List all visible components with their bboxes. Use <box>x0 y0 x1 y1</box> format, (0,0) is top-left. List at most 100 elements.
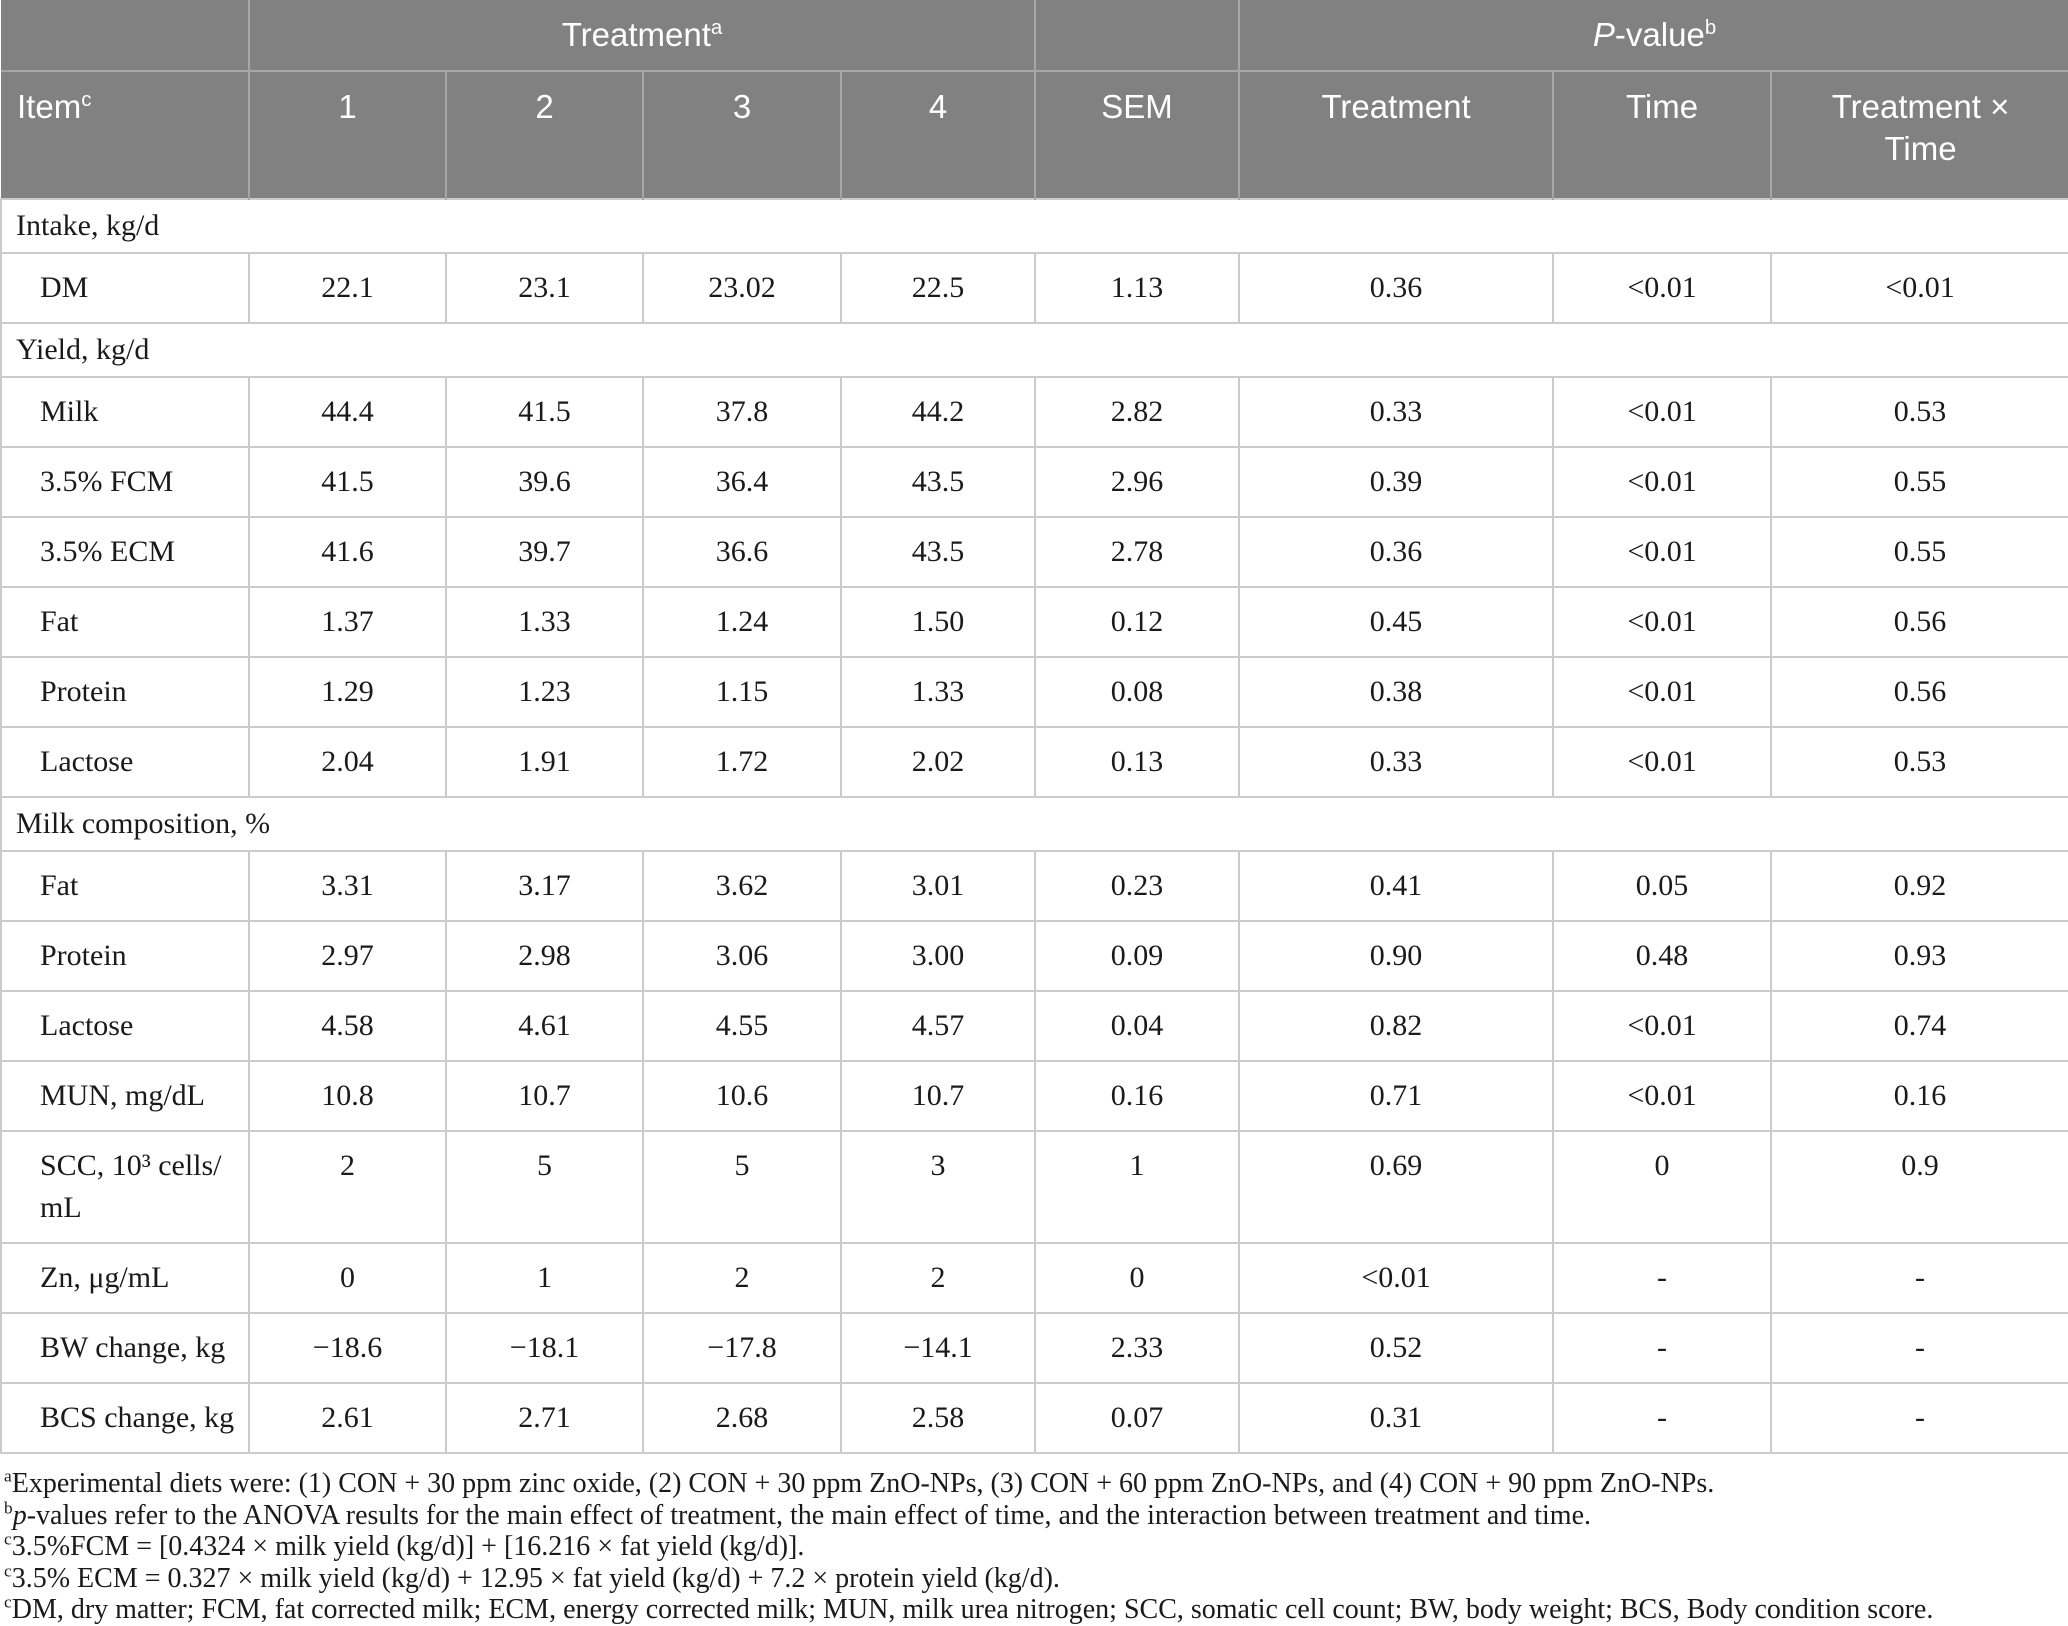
data-cell: 0.36 <box>1238 516 1555 588</box>
data-cell: 0.55 <box>1770 516 2068 588</box>
data-cell: 41.5 <box>248 446 447 518</box>
data-cell: 3.17 <box>445 850 644 922</box>
data-row: MUN, mg/dL 10.8 10.7 10.6 10.7 0.16 0.71 <0.01 0… <box>0 1060 2068 1132</box>
footnotes: aExperimental diets were: (1) CON + 30 p… <box>4 1467 2068 1626</box>
row-label: Milk <box>0 376 250 448</box>
data-cell: <0.01 <box>1552 656 1773 728</box>
row-label: Fat <box>0 586 250 658</box>
data-cell: <0.01 <box>1552 990 1773 1062</box>
data-cell: 0.33 <box>1238 726 1555 798</box>
data-cell: 0.05 <box>1552 850 1773 922</box>
data-cell: 1.33 <box>445 586 644 658</box>
data-row: Protein 1.29 1.23 1.15 1.33 0.08 0.38 <0.01 0.56 <box>0 656 2068 728</box>
data-cell: 0.56 <box>1770 586 2068 658</box>
item-sup: c <box>81 88 92 111</box>
data-cell: - <box>1770 1242 2068 1314</box>
data-cell: 0.52 <box>1238 1312 1555 1384</box>
data-cell: 43.5 <box>839 446 1037 518</box>
data-cell: <0.01 <box>1552 726 1773 798</box>
column-header-treatment-1: 1 <box>248 70 447 199</box>
data-cell: 0.39 <box>1238 446 1555 518</box>
data-cell: 2.97 <box>248 920 447 992</box>
data-cell: 1.23 <box>445 656 644 728</box>
data-cell: 2.98 <box>445 920 644 992</box>
data-cell: 2.71 <box>445 1382 644 1454</box>
data-row: 3.5% FCM 41.5 39.6 36.4 43.5 2.96 0.39 <0.01 0.5… <box>0 446 2068 518</box>
results-table: Treatmenta P-valueb Itemc 1 2 3 4 SEM Tr… <box>0 0 2068 1454</box>
data-cell: 44.4 <box>248 376 447 448</box>
data-cell: <0.01 <box>1552 516 1773 588</box>
data-cell: 41.5 <box>445 376 644 448</box>
data-cell: 1.37 <box>248 586 447 658</box>
data-cell: 0.82 <box>1238 990 1555 1062</box>
table-body: Intake, kg/d DM 22.1 23.1 23.02 22.5 1.13 0.36 <… <box>0 198 2068 1454</box>
row-label: Zn, μg/mL <box>0 1242 250 1314</box>
data-cell: 0.53 <box>1770 726 2068 798</box>
data-cell: - <box>1770 1382 2068 1454</box>
data-cell: 0 <box>1034 1242 1241 1314</box>
pvalue-group-label: -value <box>1614 16 1705 53</box>
column-header-treatment-2: 2 <box>445 70 644 199</box>
data-cell: 39.6 <box>445 446 644 518</box>
section-row: Milk composition, % <box>0 796 2068 852</box>
group-header-blank-sem <box>1034 0 1241 72</box>
data-cell: <0.01 <box>1552 376 1773 448</box>
data-cell: 0.09 <box>1034 920 1241 992</box>
data-cell: 2.04 <box>248 726 447 798</box>
data-cell: 3.00 <box>839 920 1037 992</box>
data-cell: 0.71 <box>1238 1060 1555 1132</box>
data-cell: 2.02 <box>839 726 1037 798</box>
data-cell: 4.57 <box>839 990 1037 1062</box>
data-cell: −18.6 <box>248 1312 447 1384</box>
data-cell: 0.41 <box>1238 850 1555 922</box>
data-cell: 2.61 <box>248 1382 447 1454</box>
data-cell: 1.13 <box>1034 252 1241 324</box>
data-cell: −17.8 <box>642 1312 842 1384</box>
data-cell: - <box>1552 1382 1773 1454</box>
data-cell: <0.01 <box>1552 1060 1773 1132</box>
data-cell: 23.1 <box>445 252 644 324</box>
data-cell: 22.1 <box>248 252 447 324</box>
data-cell: 0.9 <box>1770 1130 2068 1244</box>
data-cell: 36.6 <box>642 516 842 588</box>
data-cell: 0.16 <box>1034 1060 1241 1132</box>
data-cell: 3.01 <box>839 850 1037 922</box>
data-cell: 2.58 <box>839 1382 1037 1454</box>
row-label: BCS change, kg <box>0 1382 250 1454</box>
data-cell: 2 <box>248 1130 447 1244</box>
data-cell: 36.4 <box>642 446 842 518</box>
row-label: Protein <box>0 920 250 992</box>
data-cell: 1.50 <box>839 586 1037 658</box>
data-cell: 1.72 <box>642 726 842 798</box>
data-cell: −14.1 <box>839 1312 1037 1384</box>
group-header-pvalue: P-valueb <box>1238 0 2068 72</box>
data-cell: 3.62 <box>642 850 842 922</box>
data-cell: 0.33 <box>1238 376 1555 448</box>
column-header-p-interaction: Treatment × Time <box>1770 70 2068 199</box>
column-header-treatment-4: 4 <box>839 70 1037 199</box>
data-cell: 2.82 <box>1034 376 1241 448</box>
row-label: Fat <box>0 850 250 922</box>
row-label: 3.5% ECM <box>0 516 250 588</box>
data-cell: 3.06 <box>642 920 842 992</box>
data-row: Milk 44.4 41.5 37.8 44.2 2.82 0.33 <0.01 0.53 <box>0 376 2068 448</box>
data-cell: 0 <box>248 1242 447 1314</box>
data-cell: 3 <box>839 1130 1037 1244</box>
pvalue-group-lead: P <box>1592 16 1615 53</box>
data-cell: 37.8 <box>642 376 842 448</box>
column-header-sem: SEM <box>1034 70 1241 199</box>
group-header-row: Treatmenta P-valueb <box>1 0 2068 72</box>
data-row: Fat 3.31 3.17 3.62 3.01 0.23 0.41 0.05 0.92 <box>0 850 2068 922</box>
data-cell: 0.53 <box>1770 376 2068 448</box>
group-header-blank-item <box>1 0 250 72</box>
data-cell: - <box>1552 1312 1773 1384</box>
data-cell: <0.01 <box>1552 586 1773 658</box>
group-header-treatment: Treatmenta <box>247 0 1037 72</box>
data-cell: 0.45 <box>1238 586 1555 658</box>
data-cell: - <box>1770 1312 2068 1384</box>
footnote-marker: c <box>4 1529 12 1549</box>
data-cell: <0.01 <box>1770 252 2068 324</box>
data-cell: 1.29 <box>248 656 447 728</box>
data-row: Zn, μg/mL 0 1 2 2 0 <0.01- - <box>0 1242 2068 1314</box>
column-header-p-time: Time <box>1552 70 1773 199</box>
